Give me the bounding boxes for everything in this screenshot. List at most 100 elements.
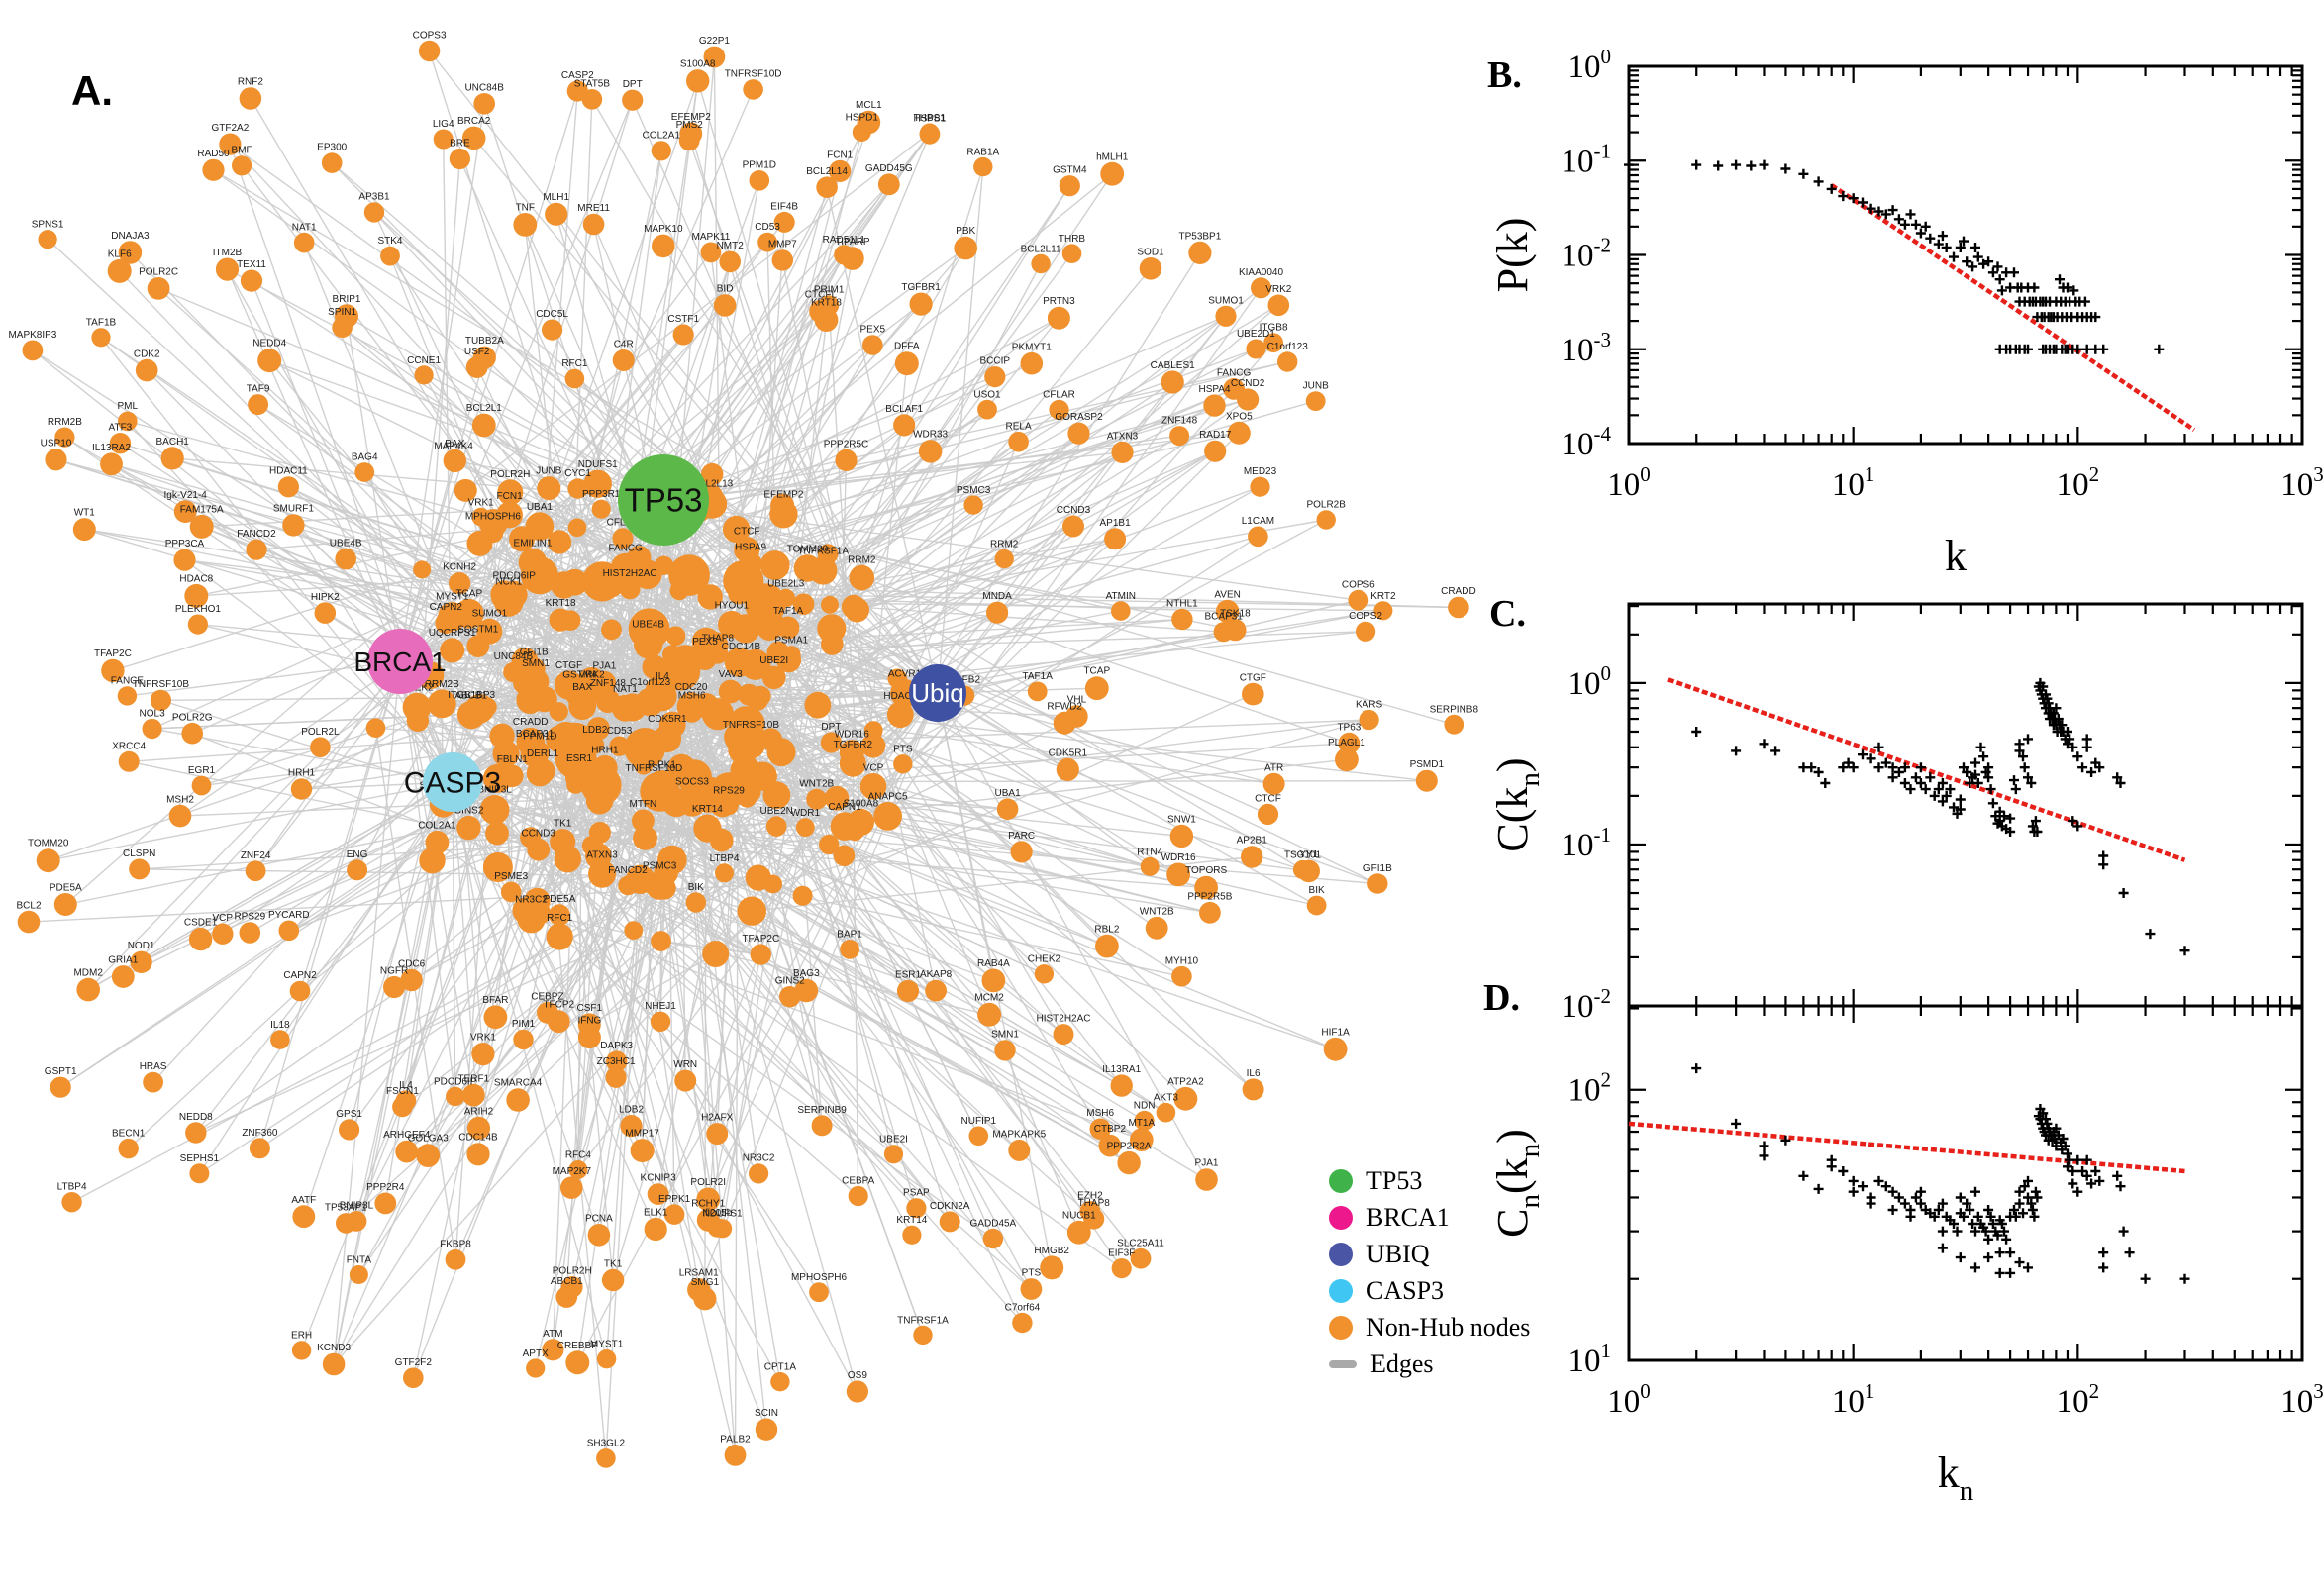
svg-text:RAB1A: RAB1A bbox=[966, 147, 999, 157]
svg-text:IL4: IL4 bbox=[399, 1080, 413, 1091]
svg-text:TGFB2: TGFB2 bbox=[949, 675, 981, 686]
svg-text:RIPK1: RIPK1 bbox=[648, 759, 676, 770]
svg-text:CDC14B: CDC14B bbox=[722, 642, 761, 652]
svg-text:MRE11: MRE11 bbox=[577, 203, 610, 214]
svg-text:NDN: NDN bbox=[1134, 1100, 1156, 1111]
y-tick-label: 101 bbox=[1568, 1339, 1612, 1379]
svg-text:AATF: AATF bbox=[291, 1195, 316, 1206]
svg-text:NDUFS1: NDUFS1 bbox=[578, 459, 618, 470]
svg-text:CAPN1: CAPN1 bbox=[828, 802, 861, 813]
svg-text:HYOU1: HYOU1 bbox=[715, 600, 750, 611]
svg-text:MYST1: MYST1 bbox=[590, 1340, 624, 1350]
network-legend: TP53 BRCA1 UBIQ CASP3 Non-Hub nodes Edges bbox=[1329, 1166, 1530, 1379]
svg-text:LDB2: LDB2 bbox=[619, 1105, 644, 1116]
node-swatch-icon bbox=[1329, 1206, 1353, 1230]
svg-text:SQSTM1: SQSTM1 bbox=[457, 625, 499, 636]
svg-text:TCAP: TCAP bbox=[455, 588, 482, 599]
svg-text:CABLES1: CABLES1 bbox=[1151, 360, 1195, 371]
svg-text:GSPT1: GSPT1 bbox=[45, 1066, 77, 1077]
svg-text:KARS: KARS bbox=[1356, 699, 1383, 710]
svg-text:ARIH2: ARIH2 bbox=[464, 1106, 494, 1117]
svg-text:RFC4: RFC4 bbox=[565, 1150, 592, 1161]
svg-text:HIST2H2AC: HIST2H2AC bbox=[603, 568, 657, 579]
svg-text:CREBBP: CREBBP bbox=[557, 1341, 598, 1351]
svg-text:TOMM20: TOMM20 bbox=[787, 545, 829, 555]
svg-text:ITGB1BP3: ITGB1BP3 bbox=[448, 690, 495, 701]
svg-text:PLAGL1: PLAGL1 bbox=[1328, 738, 1365, 748]
edge-swatch-icon bbox=[1329, 1360, 1357, 1368]
svg-text:RFC1: RFC1 bbox=[561, 358, 588, 369]
svg-text:XRCC4: XRCC4 bbox=[112, 741, 146, 751]
svg-text:RELA: RELA bbox=[1006, 421, 1032, 432]
y-axis-label: Cn​(kn​) bbox=[1488, 1129, 1546, 1238]
svg-text:PLEKHO1: PLEKHO1 bbox=[175, 604, 222, 615]
svg-text:PRTN3: PRTN3 bbox=[1043, 296, 1075, 307]
svg-text:EGR1: EGR1 bbox=[188, 765, 216, 776]
svg-text:CFLAR: CFLAR bbox=[1043, 389, 1075, 400]
y-tick-label: 100 bbox=[1568, 661, 1612, 702]
svg-text:KRT2: KRT2 bbox=[1370, 591, 1396, 602]
y-tick-label: 10-2 bbox=[1562, 984, 1612, 1025]
svg-text:TK1: TK1 bbox=[554, 819, 572, 830]
svg-text:Igk-V21-4: Igk-V21-4 bbox=[164, 490, 208, 501]
svg-text:WDR16: WDR16 bbox=[1162, 852, 1196, 863]
network-graph: EFEMP2PSMC3TNFRSF10DTHAP8WNT2BZNF148PTST… bbox=[8, 30, 1478, 1468]
svg-text:BNIP3L: BNIP3L bbox=[477, 784, 512, 795]
svg-text:APTX: APTX bbox=[523, 1348, 549, 1359]
svg-text:PRIM1: PRIM1 bbox=[814, 285, 845, 296]
svg-text:RRM2B: RRM2B bbox=[48, 417, 82, 428]
svg-text:BAG4: BAG4 bbox=[352, 452, 378, 463]
svg-text:TAF1B: TAF1B bbox=[86, 318, 117, 329]
svg-text:MMP17: MMP17 bbox=[625, 1129, 659, 1140]
svg-text:FAM175A: FAM175A bbox=[180, 504, 224, 515]
svg-text:IL13RA1: IL13RA1 bbox=[1102, 1064, 1141, 1075]
svg-text:ENG: ENG bbox=[347, 849, 368, 860]
network-nodes bbox=[17, 40, 1469, 1468]
legend-item-non-hub-nodes: Non-Hub nodes bbox=[1329, 1313, 1530, 1343]
svg-text:VAV3: VAV3 bbox=[719, 669, 744, 680]
node-swatch-icon bbox=[1329, 1279, 1353, 1303]
legend-label: Non-Hub nodes bbox=[1366, 1313, 1531, 1342]
network-node-labels: EFEMP2PSMC3TNFRSF10DTHAP8WNT2BZNF148PTST… bbox=[8, 30, 1478, 1448]
svg-text:SOD1: SOD1 bbox=[1137, 248, 1164, 258]
svg-text:BAX: BAX bbox=[572, 682, 592, 693]
svg-text:TNF: TNF bbox=[516, 202, 535, 213]
x-tick-label: 100 bbox=[1607, 462, 1651, 503]
svg-text:CTCF: CTCF bbox=[734, 527, 760, 538]
y-tick-label: 10-1 bbox=[1562, 139, 1612, 179]
svg-text:ABCB1: ABCB1 bbox=[551, 1276, 583, 1287]
svg-text:POLR2H: POLR2H bbox=[490, 469, 530, 480]
chart-C: 100 10-1 10-2 C(kn​) C. bbox=[1488, 593, 2304, 1025]
svg-text:ATM: ATM bbox=[543, 1329, 562, 1340]
network-hubs: TP53 BRCA1 Ubiq CASP3 bbox=[354, 454, 966, 812]
svg-text:UBE4B: UBE4B bbox=[632, 620, 664, 631]
svg-text:COL2A1: COL2A1 bbox=[418, 820, 456, 831]
y-tick-label: 10-2 bbox=[1562, 234, 1612, 274]
svg-text:DPT: DPT bbox=[821, 722, 841, 733]
svg-text:ANAPC5: ANAPC5 bbox=[868, 792, 908, 803]
svg-text:PKMYT1: PKMYT1 bbox=[1012, 342, 1052, 352]
svg-text:HDAC8: HDAC8 bbox=[883, 691, 917, 702]
svg-text:TAF1A: TAF1A bbox=[773, 606, 804, 617]
svg-text:THAP8: THAP8 bbox=[702, 634, 735, 645]
svg-text:CRADD: CRADD bbox=[1441, 586, 1476, 597]
svg-text:TNFRSF1A: TNFRSF1A bbox=[797, 547, 849, 557]
svg-text:CDC14B: CDC14B bbox=[458, 1133, 498, 1144]
svg-text:HDAC8: HDAC8 bbox=[179, 574, 213, 585]
svg-text:FSCN1: FSCN1 bbox=[386, 1086, 419, 1097]
svg-text:KLF6: KLF6 bbox=[108, 249, 132, 260]
x-tick-label: 100 bbox=[1607, 1379, 1651, 1420]
svg-text:NUFIP1: NUFIP1 bbox=[961, 1116, 997, 1127]
svg-text:CTGF: CTGF bbox=[556, 660, 582, 671]
svg-text:HIF1A: HIF1A bbox=[1321, 1027, 1350, 1038]
svg-text:CTGF: CTGF bbox=[1240, 672, 1266, 683]
svg-text:ATF3: ATF3 bbox=[109, 423, 133, 434]
svg-text:DFFA: DFFA bbox=[894, 342, 920, 352]
svg-text:CTBP2: CTBP2 bbox=[1094, 1124, 1127, 1135]
svg-text:MCL1: MCL1 bbox=[856, 100, 882, 111]
panel-a-label: A. bbox=[71, 67, 113, 114]
svg-text:RPS29: RPS29 bbox=[713, 785, 745, 796]
svg-text:PALB2: PALB2 bbox=[720, 1435, 751, 1446]
svg-text:GORASP2: GORASP2 bbox=[1055, 412, 1103, 423]
